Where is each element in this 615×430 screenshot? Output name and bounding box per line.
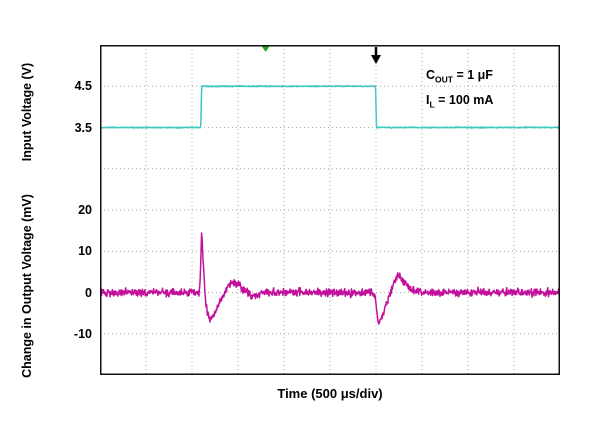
annotation-cout-subscript: OUT (435, 74, 453, 85)
y-tick-label: -10 (73, 326, 92, 341)
trigger-time-marker-icon (261, 46, 270, 52)
y-axis-label-input-voltage: Input Voltage (V) (20, 62, 34, 162)
y-tick-label: 4.5 (74, 79, 92, 94)
plot-canvas (100, 45, 560, 375)
plot-area: COUT = 1 μF IL = 100 mA (100, 45, 560, 375)
output-voltage-change-trace (100, 232, 560, 325)
annotation-cout-value: = 1 μF (452, 68, 493, 82)
y-tick-label: 20 (78, 203, 92, 217)
annotation-iload-subscript: L (429, 99, 435, 109)
annotation-iload-symbol: I (426, 92, 430, 107)
y-tick-label: 10 (78, 244, 92, 259)
annotation-cout-symbol: C (426, 68, 436, 82)
annotation-box: COUT = 1 μF IL = 100 mA (426, 65, 493, 114)
y-tick-label: 3.5 (74, 120, 92, 135)
plot-border (100, 45, 560, 375)
x-axis-label: Time (500 μs/div) (277, 386, 383, 401)
annotation-iload: IL = 100 mA (426, 90, 493, 115)
y-tick-label: 0 (85, 285, 92, 300)
annotation-cout: COUT = 1 μF (426, 65, 493, 90)
annotation-iload-value: = 100 mA (434, 92, 494, 107)
trigger-marker-arrowhead-icon (371, 55, 381, 64)
y-axis-label-output-voltage: Change in Output Voltage (mV) (20, 194, 34, 378)
input-voltage-trace (100, 84, 560, 129)
